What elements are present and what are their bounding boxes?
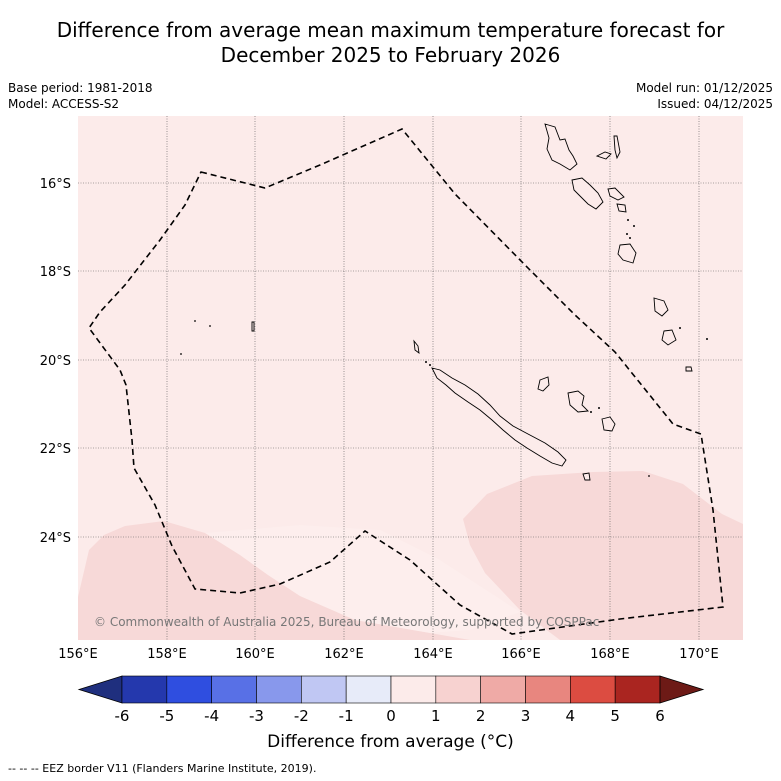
belep-islands [413, 339, 420, 355]
vanuatu-erromango [653, 297, 669, 317]
colorbar-tick-label: 6 [655, 707, 665, 725]
eez-footnote: -- -- -- EEZ border V11 (Flanders Marine… [8, 762, 317, 775]
colorbar-segment [480, 675, 526, 704]
colorbar-segment [121, 675, 168, 704]
colorbar-segment [301, 675, 347, 704]
colorbar-tick-label: 2 [476, 707, 486, 725]
light-anomaly-zone [205, 525, 520, 633]
vanuatu-epi [616, 203, 627, 213]
colorbar-ticks: -6 -5 -4 -3 -2 -1 0 1 2 3 4 5 6 [115, 707, 665, 725]
issued-date: Issued: 04/12/2025 [657, 97, 773, 111]
model-run: Model run: 01/12/2025 [635, 81, 773, 95]
coastlines [251, 123, 693, 481]
colorbar-tick-label: -1 [339, 707, 354, 725]
lon-label: 160°E [235, 647, 275, 662]
lat-label: 16°S [40, 177, 71, 192]
colorbar-segment [211, 675, 257, 704]
map-gridlines [78, 116, 743, 640]
vanuatu-pentecost [607, 187, 625, 201]
colorbar-segment [390, 675, 437, 704]
model-name: Model: ACCESS-S2 [8, 97, 120, 111]
warm-anomaly-zone-west [78, 521, 470, 640]
small-island-west [251, 321, 255, 332]
loyalty-island-mare [601, 416, 616, 432]
lat-label: 22°S [40, 442, 71, 457]
vanuatu-espiritu-santo [544, 123, 578, 171]
colorbar-tick-label: -5 [159, 707, 174, 725]
lat-labels: 16°S 18°S 20°S 22°S 24°S [40, 177, 71, 546]
meta-right: Model run: 01/12/2025 Issued: 04/12/2025 [636, 80, 773, 112]
lat-label: 20°S [40, 354, 71, 369]
colorbar [77, 675, 705, 704]
chart-title: Difference from average mean maximum tem… [0, 18, 781, 68]
colorbar-segment [435, 675, 481, 704]
vanuatu-tanna [661, 329, 677, 346]
lon-label: 164°E [413, 647, 453, 662]
lon-labels: 156°E 158°E 160°E 162°E 164°E 166°E 168°… [58, 647, 719, 662]
vanuatu-ambae [595, 151, 612, 160]
title-line-2: December 2025 to February 2026 [220, 43, 561, 67]
tiny-islets [180, 219, 708, 477]
colorbar-segment [614, 675, 661, 704]
title-line-1: Difference from average mean maximum tem… [56, 18, 725, 42]
lon-label: 170°E [679, 647, 719, 662]
meta-left: Base period: 1981-2018 Model: ACCESS-S2 [8, 80, 153, 112]
colorbar-tick-label: -4 [204, 707, 219, 725]
lon-label: 168°E [590, 647, 630, 662]
lat-label: 24°S [40, 531, 71, 546]
lon-label: 166°E [501, 647, 541, 662]
colorbar-segment [570, 675, 616, 704]
base-period: Base period: 1981-2018 [8, 81, 153, 95]
new-caledonia-island [431, 367, 567, 467]
colorbar-segment [345, 675, 392, 704]
colorbar-tick-label: 5 [610, 707, 620, 725]
colorbar-extend-low [77, 675, 123, 704]
eez-border [88, 128, 724, 635]
loyalty-island-lifou [567, 390, 589, 413]
lon-label: 156°E [58, 647, 98, 662]
lon-label: 162°E [324, 647, 364, 662]
colorbar-segment [525, 675, 571, 704]
colorbar-tick-label: 4 [566, 707, 576, 725]
colorbar-extend-high [659, 675, 705, 704]
copyright-text: © Commonwealth of Australia 2025, Bureau… [94, 615, 599, 629]
isle-of-pines [582, 472, 591, 481]
loyalty-island-ouvea [537, 376, 550, 392]
lat-label: 18°S [40, 265, 71, 280]
colorbar-tick-label: -3 [249, 707, 264, 725]
colorbar-tick-label: 3 [521, 707, 531, 725]
colorbar-tick-label: 1 [431, 707, 441, 725]
lon-label: 158°E [147, 647, 187, 662]
warm-anomaly-zone-east [463, 471, 743, 640]
colorbar-segment [166, 675, 212, 704]
vanuatu-aneityum [685, 366, 693, 372]
colorbar-title: Difference from average (°C) [267, 732, 514, 752]
colorbar-tick-label: 0 [386, 707, 396, 725]
colorbar-tick-label: -2 [294, 707, 309, 725]
colorbar-tick-label: -6 [115, 707, 130, 725]
vanuatu-efate [617, 243, 637, 264]
vanuatu-malekula [571, 177, 604, 210]
colorbar-segment [256, 675, 302, 704]
vanuatu-maewo [613, 135, 621, 160]
